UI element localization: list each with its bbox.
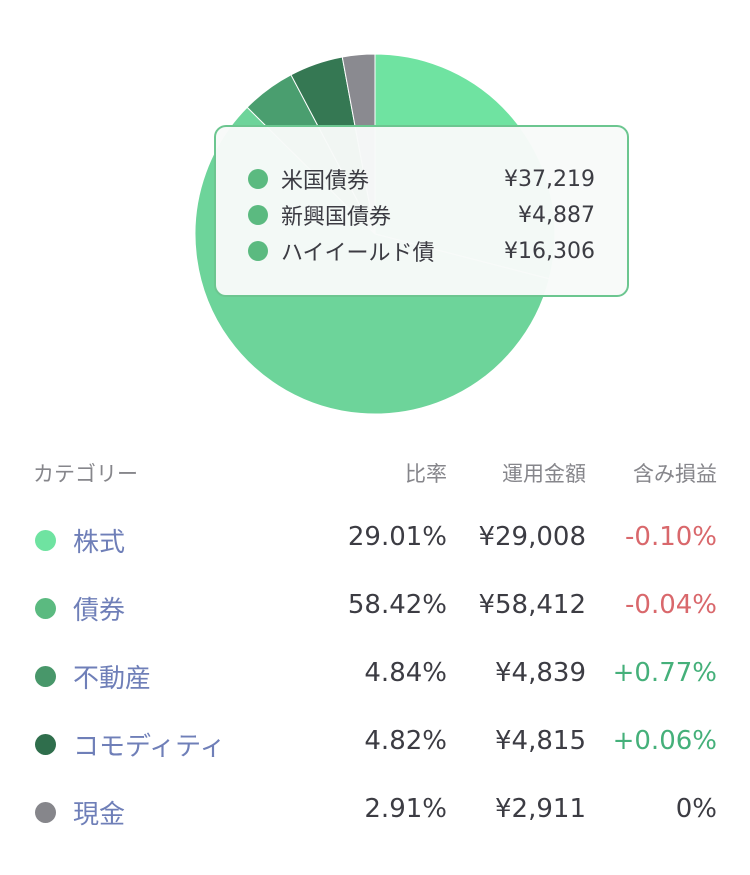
profit-loss-value: -0.10% [625, 522, 717, 552]
amount-value: ¥29,008 [478, 522, 586, 552]
allocation-pie-chart: 米国債券 ¥37,219 新興国債券 ¥4,887 ハイイールド債 ¥16,30… [0, 0, 750, 430]
category-name-link[interactable]: 株式 [73, 528, 126, 558]
tooltip-dot-icon [248, 169, 268, 189]
bond-breakdown-tooltip: 米国債券 ¥37,219 新興国債券 ¥4,887 ハイイールド債 ¥16,30… [214, 125, 629, 297]
tooltip-label: 米国債券 [281, 169, 370, 194]
ratio-value: 4.82% [364, 726, 447, 756]
table-row[interactable]: 不動産 4.84% ¥4,839 +0.77% [0, 644, 750, 712]
tooltip-label: ハイイールド債 [281, 241, 435, 266]
tooltip-row: ハイイールド債 ¥16,306 [248, 233, 595, 269]
header-ratio: 比率 [405, 462, 447, 486]
tooltip-label: 新興国債券 [281, 205, 392, 230]
tooltip-value: ¥37,219 [504, 166, 595, 192]
tooltip-value: ¥4,887 [518, 202, 595, 228]
table-row[interactable]: コモディティ 4.82% ¥4,815 +0.06% [0, 712, 750, 780]
table-header: カテゴリー 比率 運用金額 含み損益 [0, 440, 750, 508]
category-dot-icon [35, 734, 56, 755]
category-name-link[interactable]: コモディティ [73, 732, 226, 762]
category-dot-icon [35, 530, 56, 551]
ratio-value: 4.84% [364, 658, 447, 688]
category-dot-icon [35, 666, 56, 687]
amount-value: ¥4,839 [495, 658, 586, 688]
ratio-value: 2.91% [364, 794, 447, 824]
header-category: カテゴリー [33, 462, 138, 486]
amount-value: ¥4,815 [495, 726, 586, 756]
table-row[interactable]: 株式 29.01% ¥29,008 -0.10% [0, 508, 750, 576]
profit-loss-value: +0.77% [612, 658, 717, 688]
tooltip-row: 新興国債券 ¥4,887 [248, 197, 595, 233]
tooltip-dot-icon [248, 205, 268, 225]
category-dot-icon [35, 802, 56, 823]
category-dot-icon [35, 598, 56, 619]
table-row[interactable]: 現金 2.91% ¥2,911 0% [0, 780, 750, 848]
ratio-value: 29.01% [347, 522, 447, 552]
category-name-link[interactable]: 現金 [73, 800, 126, 830]
profit-loss-value: +0.06% [612, 726, 717, 756]
tooltip-dot-icon [248, 241, 268, 261]
ratio-value: 58.42% [347, 590, 447, 620]
allocation-table: カテゴリー 比率 運用金額 含み損益 株式 29.01% ¥29,008 -0.… [0, 440, 750, 848]
amount-value: ¥2,911 [495, 794, 586, 824]
profit-loss-value: 0% [675, 794, 717, 824]
tooltip-value: ¥16,306 [504, 238, 595, 264]
header-profit-loss: 含み損益 [633, 462, 717, 486]
header-amount: 運用金額 [502, 462, 586, 486]
profit-loss-value: -0.04% [625, 590, 717, 620]
amount-value: ¥58,412 [478, 590, 586, 620]
table-row[interactable]: 債券 58.42% ¥58,412 -0.04% [0, 576, 750, 644]
category-name-link[interactable]: 債券 [73, 596, 126, 626]
category-name-link[interactable]: 不動産 [73, 664, 152, 694]
tooltip-row: 米国債券 ¥37,219 [248, 161, 595, 197]
